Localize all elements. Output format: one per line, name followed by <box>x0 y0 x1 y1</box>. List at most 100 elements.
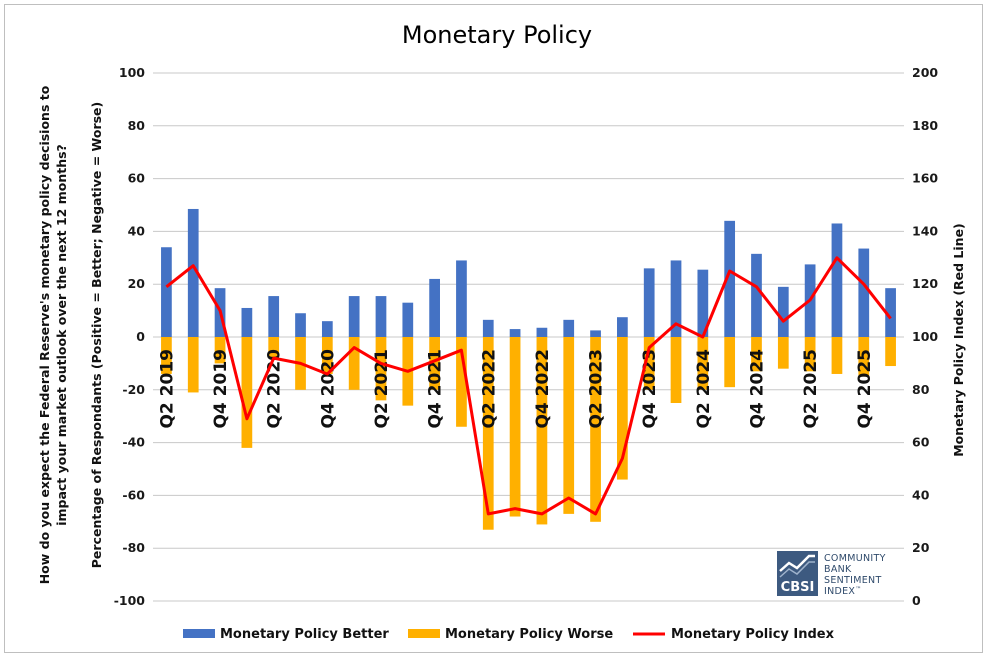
bar-worse <box>670 337 682 403</box>
bar-better <box>241 307 253 337</box>
y-tick-label: 0 <box>136 329 145 344</box>
y-tick-label: -60 <box>122 487 145 502</box>
y2-tick-label: 100 <box>912 329 938 344</box>
legend-swatch-worse <box>408 629 440 638</box>
y2-tick-label: 120 <box>912 276 938 291</box>
bar-better <box>831 223 843 337</box>
y-tick-label: 80 <box>128 118 146 133</box>
bar-better <box>858 248 870 337</box>
bar-better <box>885 288 896 337</box>
x-tick-label: Q4 2023 <box>640 349 660 429</box>
y-tick-label: -80 <box>122 540 145 555</box>
logo-line-3: SENTIMENT <box>824 575 882 586</box>
question-line-2: impact your market outlook over the next… <box>54 144 69 526</box>
bar-better <box>670 260 682 337</box>
legend-label-worse: Monetary Policy Worse <box>445 627 613 642</box>
y2-tick-label: 20 <box>912 540 930 555</box>
legend-item-worse: Monetary Policy Worse <box>408 627 613 642</box>
x-tick-label: Q4 2024 <box>747 349 767 429</box>
bar-better <box>482 319 494 337</box>
bar-worse <box>321 337 333 374</box>
x-tick-label: Q4 2025 <box>855 349 875 429</box>
legend-label-index: Monetary Policy Index <box>671 627 835 642</box>
logo-trademark: ™ <box>855 586 861 593</box>
index-line <box>165 256 892 516</box>
bar-worse <box>563 337 575 514</box>
bar-better <box>348 296 360 337</box>
y2-tick-label: 60 <box>912 435 930 450</box>
y2-tick-label: 40 <box>912 487 930 502</box>
bar-better <box>590 330 601 337</box>
y-axis-label: Percentage of Respondants (Positive = Be… <box>89 102 104 569</box>
y2-tick-label: 80 <box>912 382 930 397</box>
x-tick-label: Q2 2023 <box>587 349 607 429</box>
y2-tick-label: 0 <box>912 593 921 608</box>
logo-trend-shadow-icon <box>779 561 815 578</box>
series-index-line <box>165 256 892 516</box>
bar-better <box>161 247 172 337</box>
legend-swatch-better <box>183 629 215 638</box>
bar-worse <box>509 337 521 517</box>
y2-axis-label: Monetary Policy Index (Red Line) <box>951 223 966 457</box>
bar-worse <box>161 337 172 374</box>
bar-better <box>402 302 414 337</box>
y2-tick-label: 160 <box>912 171 938 186</box>
x-tick-label: Q2 2025 <box>801 349 821 429</box>
bar-better <box>375 296 387 337</box>
bar-better <box>643 268 655 337</box>
bar-worse <box>429 337 440 390</box>
legend: Monetary Policy Better Monetary Policy W… <box>183 627 835 642</box>
bar-worse <box>590 337 601 522</box>
bar-better <box>697 269 709 337</box>
series-better-bars <box>161 208 896 337</box>
bar-better <box>563 319 575 337</box>
bar-better <box>751 253 762 337</box>
x-tick-label: Q2 2022 <box>479 349 499 429</box>
bar-worse <box>187 337 199 393</box>
y-tick-label: 20 <box>128 276 146 291</box>
y2-tick-label: 140 <box>912 223 938 238</box>
bar-better <box>617 317 628 337</box>
y-axis-left: 100 80 60 40 20 0 -20 -40 -60 -80 -100 <box>114 65 146 608</box>
x-tick-label: Q4 2022 <box>533 349 553 429</box>
x-tick-label: Q2 2024 <box>694 349 714 429</box>
bar-better <box>777 286 789 337</box>
bar-better <box>536 327 548 337</box>
bar-better <box>295 313 306 337</box>
bar-worse <box>375 337 387 401</box>
bar-worse <box>241 337 253 448</box>
x-tick-label: Q2 2021 <box>372 349 392 429</box>
bar-worse <box>777 337 789 369</box>
chart-frame: Monetary Policy 100 80 60 40 20 0 -20 -40 -60 -80… <box>4 4 983 653</box>
bar-better <box>187 208 199 337</box>
legend-item-better: Monetary Policy Better <box>183 627 389 642</box>
x-tick-label: Q4 2020 <box>318 349 338 429</box>
bar-worse <box>617 337 628 480</box>
bar-worse <box>751 337 762 372</box>
bar-better <box>321 321 333 337</box>
x-tick-label: Q2 2019 <box>157 349 177 429</box>
gridlines <box>153 72 904 602</box>
y-tick-label: -20 <box>122 382 145 397</box>
y-tick-label: -100 <box>114 593 146 608</box>
bar-worse <box>804 337 816 372</box>
bar-worse <box>643 337 655 390</box>
y2-tick-label: 200 <box>912 65 938 80</box>
bar-better <box>429 278 440 337</box>
bar-better <box>268 296 280 337</box>
legend-item-index: Monetary Policy Index <box>633 627 835 642</box>
bar-better <box>724 220 736 337</box>
bar-worse <box>831 337 843 374</box>
y2-tick-label: 180 <box>912 118 938 133</box>
bar-worse <box>214 337 226 364</box>
bar-worse <box>536 337 548 525</box>
x-tick-label: Q4 2021 <box>426 349 446 429</box>
bar-better <box>509 329 521 337</box>
bar-worse <box>456 337 467 427</box>
bar-worse <box>885 337 896 367</box>
chart-canvas: Monetary Policy 100806040200-20-40-60-80… <box>37 21 966 642</box>
question-line-1: How do you expect the Federal Reserve's … <box>37 85 52 584</box>
logo-line-4: INDEX™ <box>824 586 862 597</box>
question-label: How do you expect the Federal Reserve's … <box>37 85 69 584</box>
